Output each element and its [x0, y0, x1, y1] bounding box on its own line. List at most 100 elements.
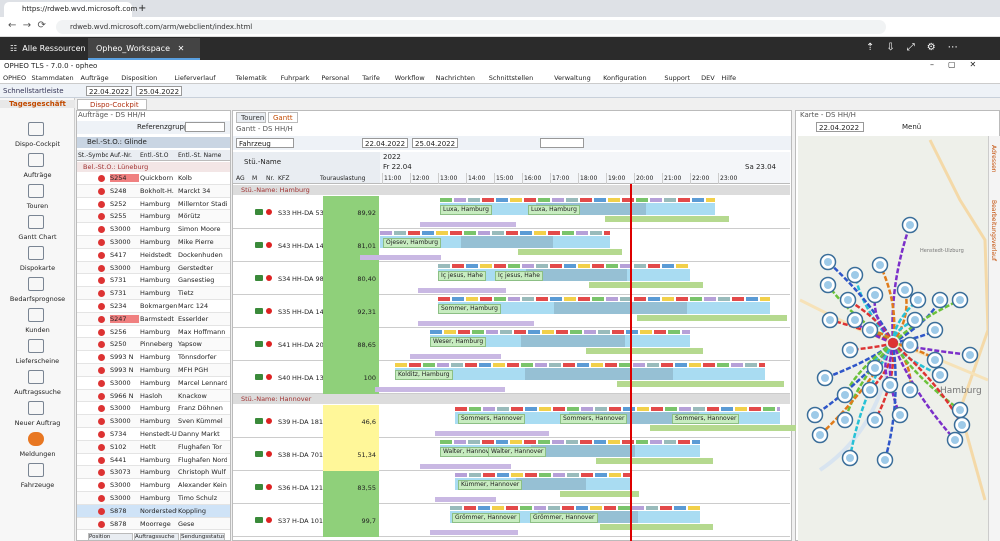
- order-row[interactable]: [77, 287, 230, 300]
- bottom-tab[interactable]: Position: [88, 533, 133, 541]
- order-row[interactable]: [77, 325, 230, 339]
- menu-item[interactable]: Fuhrpark: [280, 74, 310, 82]
- gantt-group[interactable]: Stü.-Name: Hamburg: [233, 185, 790, 195]
- sidebar-label[interactable]: Dispo-Cockpit: [14, 140, 61, 148]
- quickbar-label[interactable]: Schnellstartleiste: [3, 87, 64, 95]
- menu-item[interactable]: Aufträge: [80, 74, 109, 82]
- menu-item[interactable]: Personal: [321, 74, 350, 82]
- bar-label[interactable]: Iç jesus, Hahe: [438, 271, 486, 281]
- nav-buttons[interactable]: ← → ⟳: [8, 20, 46, 31]
- order-row[interactable]: [77, 376, 230, 390]
- bar-label[interactable]: Luxa, Hamburg: [440, 205, 492, 215]
- column-header[interactable]: Entl.-St. Name: [178, 152, 222, 159]
- menu-item[interactable]: Support: [664, 74, 691, 82]
- sidebar-icon[interactable]: [28, 153, 44, 167]
- order-row[interactable]: [77, 440, 230, 454]
- sidebar-label[interactable]: Kunden: [25, 326, 50, 334]
- map-side-tab[interactable]: Bearbeitungsverlauf: [990, 200, 997, 261]
- menu-item[interactable]: Hilfe: [721, 74, 737, 82]
- order-row[interactable]: [77, 210, 230, 224]
- order-row[interactable]: [77, 466, 230, 480]
- menu-item[interactable]: DEV: [701, 74, 715, 82]
- bar-label[interactable]: Sommers, Hannover: [672, 414, 740, 424]
- map-menu[interactable]: Menü: [902, 123, 922, 131]
- sidebar-icon[interactable]: [28, 122, 44, 136]
- bar-label[interactable]: Grömmer, Hannover: [530, 513, 598, 523]
- bar-label[interactable]: Ojesev, Hamburg: [383, 238, 442, 248]
- order-row[interactable]: [77, 197, 230, 211]
- menu-item[interactable]: Schnittstellen: [488, 74, 534, 82]
- order-row[interactable]: [77, 351, 230, 364]
- bar-label[interactable]: Sommers, Hannover: [560, 414, 628, 424]
- reference-group-input[interactable]: [185, 122, 225, 132]
- order-row[interactable]: [77, 300, 230, 313]
- all-resources[interactable]: ☷ Alle Ressourcen: [10, 44, 86, 53]
- menu-item[interactable]: Lieferverlauf: [174, 74, 216, 82]
- order-row[interactable]: [77, 274, 230, 288]
- gantt-search[interactable]: [540, 138, 584, 148]
- order-row[interactable]: [77, 261, 230, 275]
- menu-item[interactable]: Verwaltung: [554, 74, 591, 82]
- sidebar-icon[interactable]: [28, 463, 44, 477]
- bar-label[interactable]: Walter, Hannover: [488, 447, 547, 457]
- date-to[interactable]: 25.04.2022: [136, 86, 182, 96]
- sidebar-icon[interactable]: [28, 308, 44, 322]
- menu-item[interactable]: Telematik: [235, 74, 267, 82]
- order-row[interactable]: [77, 428, 230, 441]
- orders-filter[interactable]: Bel.-St.O.: Glinde: [77, 137, 230, 148]
- order-row[interactable]: [77, 479, 230, 492]
- new-tab-button[interactable]: +: [138, 3, 147, 14]
- order-row[interactable]: [77, 517, 230, 531]
- sidebar-label[interactable]: Gantt Chart: [18, 233, 57, 241]
- column-header[interactable]: Entl.-St.O: [140, 152, 169, 159]
- gantt-group[interactable]: Stü.-Name: Hannover: [233, 394, 790, 404]
- order-row[interactable]: [77, 453, 230, 467]
- sidebar-label[interactable]: Meldungen: [19, 450, 56, 458]
- sidebar-icon[interactable]: [28, 370, 44, 384]
- order-row[interactable]: [77, 223, 230, 236]
- date-from[interactable]: 22.04.2022: [86, 86, 132, 96]
- window-buttons[interactable]: –▢✕: [930, 60, 991, 69]
- workspace-tab[interactable]: Opheo_Workspace ✕: [88, 38, 200, 60]
- sidebar-label[interactable]: Touren: [26, 202, 49, 210]
- sidebar-label[interactable]: Fahrzeuge: [20, 481, 55, 489]
- sidebar-label[interactable]: Bedarfsprognose: [9, 295, 66, 303]
- sidebar-label[interactable]: Lieferscheine: [15, 357, 60, 365]
- sidebar-icon[interactable]: [28, 432, 44, 446]
- order-row[interactable]: [77, 402, 230, 416]
- order-row[interactable]: [77, 338, 230, 352]
- order-row[interactable]: [77, 415, 230, 428]
- menu-item[interactable]: Disposition: [121, 74, 158, 82]
- column-header[interactable]: St.-Symbol: [78, 152, 108, 159]
- gantt-tab[interactable]: Gantt: [268, 112, 298, 123]
- address-field[interactable]: rdweb.wvd.microsoft.com/arm/webclient/in…: [56, 20, 886, 34]
- order-row[interactable]: [77, 364, 230, 377]
- gantt-tab[interactable]: Touren: [236, 112, 266, 123]
- bar-label[interactable]: Kolditz, Hamburg: [395, 370, 453, 380]
- sidebar-icon[interactable]: [28, 401, 44, 415]
- sidebar-icon[interactable]: [28, 184, 44, 198]
- bar-label[interactable]: Iç jesus, Hahe: [495, 271, 543, 281]
- bar-label[interactable]: Sommer, Hamburg: [438, 304, 501, 314]
- rd-icons[interactable]: ⇡⇩⤢⚙⋯: [866, 42, 970, 53]
- order-row[interactable]: [77, 184, 230, 198]
- map-side-tab[interactable]: Adressen: [990, 145, 997, 173]
- bar-label[interactable]: Weser, Hamburg: [430, 337, 487, 347]
- menu-item[interactable]: Tarife: [362, 74, 380, 82]
- bottom-tab[interactable]: Auftragssuche: [134, 533, 179, 541]
- vehicle-select[interactable]: Fahrzeug: [236, 138, 294, 148]
- menu-item[interactable]: Workflow: [394, 74, 425, 82]
- order-row[interactable]: [77, 492, 230, 505]
- menu-item[interactable]: Nachrichten: [435, 74, 475, 82]
- sidebar-label[interactable]: Auftragssuche: [14, 388, 61, 396]
- gantt-date-from[interactable]: 22.04.2022: [362, 138, 408, 148]
- bar-label[interactable]: Sommers, Hannover: [458, 414, 526, 424]
- order-row[interactable]: [77, 389, 230, 403]
- menu-item[interactable]: Stammdaten: [31, 74, 74, 82]
- sidebar-icon[interactable]: [28, 246, 44, 260]
- order-row[interactable]: [77, 236, 230, 249]
- sidebar-icon[interactable]: [28, 339, 44, 353]
- browser-tab[interactable]: https://rdweb.wvd.microsoft.com: [4, 2, 137, 17]
- gantt-date-to[interactable]: 25.04.2022: [412, 138, 458, 148]
- map-date[interactable]: 22.04.2022: [816, 122, 864, 132]
